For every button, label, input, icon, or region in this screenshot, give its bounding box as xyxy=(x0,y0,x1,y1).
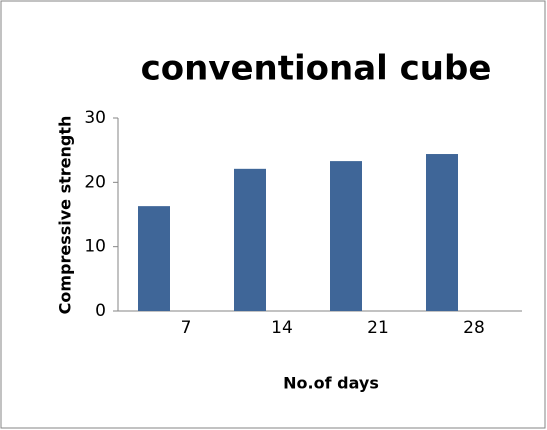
y-tick-label: 0 xyxy=(95,301,106,321)
y-tick-label: 20 xyxy=(84,172,106,192)
x-tick-label: 14 xyxy=(271,318,293,338)
y-tick-label: 30 xyxy=(84,108,106,128)
x-tick-label: 28 xyxy=(463,318,485,338)
y-axis-label: Compressive strength xyxy=(56,116,75,315)
bar xyxy=(234,168,266,311)
bar xyxy=(330,161,362,311)
x-tick-label: 7 xyxy=(181,318,192,338)
bar xyxy=(426,154,458,311)
bar xyxy=(138,206,170,311)
y-tick-label: 10 xyxy=(84,237,106,257)
x-axis-label: No.of days xyxy=(283,374,379,393)
x-tick-label: 21 xyxy=(367,318,389,338)
chart-title: conventional cube xyxy=(141,49,492,89)
